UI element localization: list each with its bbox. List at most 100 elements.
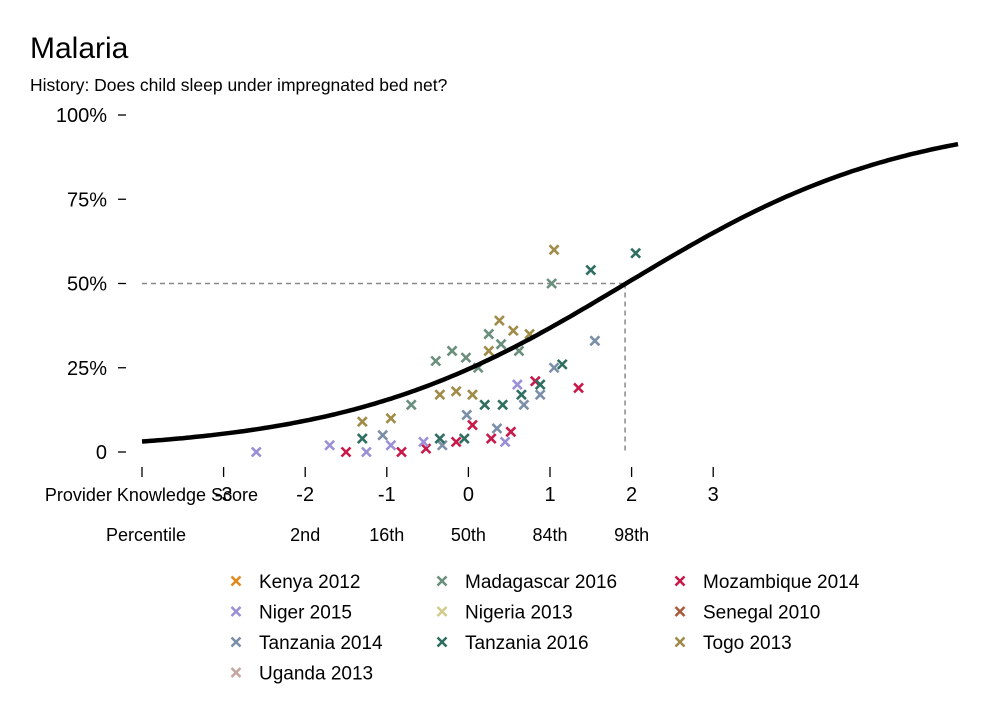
data-point [434, 389, 446, 401]
data-point [377, 429, 389, 441]
legend-marker [674, 606, 686, 617]
data-point [516, 389, 527, 401]
legend-item: Tanzania 2014 [230, 633, 383, 654]
data-point [436, 439, 448, 451]
data-point [511, 379, 523, 391]
legend-marker [674, 636, 686, 648]
data-point [418, 436, 429, 448]
chart-title: Malaria [30, 32, 129, 65]
data-point [385, 439, 397, 451]
chart-subtitle: History: Does child sleep under impregna… [30, 75, 448, 95]
data-point [630, 247, 642, 259]
y-tick-label: 0 [96, 442, 107, 464]
data-points [250, 244, 642, 458]
data-point [548, 244, 560, 256]
data-point [495, 338, 507, 350]
legend-item: Togo 2013 [674, 633, 792, 654]
legend-marker [230, 636, 242, 648]
legend-item: Senegal 2010 [674, 603, 820, 624]
legend-item: Tanzania 2016 [436, 633, 589, 654]
data-point [324, 439, 336, 451]
x-tick-label: 1 [544, 484, 555, 506]
percentile-tick-label: 16th [369, 525, 404, 545]
legend-label: Togo 2013 [703, 633, 792, 654]
data-point [250, 446, 262, 458]
legend: Kenya 2012 Madagascar 2016 Mozambique 2014… [230, 572, 860, 685]
data-point [507, 325, 519, 337]
data-point [356, 433, 368, 444]
percentile-label: Percentile [106, 525, 186, 545]
x-tick-label: -3 [215, 484, 233, 506]
data-point [483, 328, 495, 340]
data-point [385, 412, 397, 424]
percentile-tick-label: 50th [451, 525, 486, 545]
data-point [518, 399, 530, 411]
percentile-tick-label: 98th [614, 525, 649, 545]
data-point [467, 419, 478, 431]
y-axis: 0 25% 50% 75% 100% [56, 105, 126, 464]
data-point [405, 399, 417, 411]
legend-marker [230, 606, 242, 617]
legend-label: Tanzania 2014 [259, 633, 383, 654]
legend-marker [230, 575, 242, 587]
percentile-labels: 2nd 16th 50th 84th 98th [290, 525, 649, 545]
data-point [556, 358, 568, 370]
data-point [483, 345, 495, 357]
data-point [360, 446, 372, 458]
data-point [573, 382, 584, 394]
legend-marker [436, 606, 448, 617]
data-point [548, 362, 560, 374]
legend-label: Uganda 2013 [259, 664, 373, 685]
x-tick-label: 2 [626, 484, 637, 506]
data-point [461, 409, 473, 421]
legend-marker [230, 667, 242, 678]
legend-item: Niger 2015 [230, 603, 352, 624]
data-point [505, 426, 517, 438]
data-point [434, 433, 446, 444]
x-tick-label: 0 [463, 484, 474, 506]
legend-item: Uganda 2013 [230, 664, 373, 685]
data-point [585, 264, 597, 276]
data-point [534, 389, 546, 401]
data-point [420, 443, 432, 455]
data-point [485, 433, 497, 444]
data-point [479, 399, 491, 411]
x-axis: -3 -2 -1 0 1 2 3 [141, 467, 719, 506]
data-point [491, 422, 503, 434]
legend-label: Senegal 2010 [703, 603, 820, 624]
x-tick-label: 3 [708, 484, 719, 506]
data-point [340, 446, 352, 458]
legend-label: Nigeria 2013 [465, 603, 573, 624]
percentile-tick-label: 84th [532, 525, 567, 545]
legend-item: Mozambique 2014 [674, 572, 860, 593]
y-tick-label: 100% [56, 105, 107, 127]
legend-item: Madagascar 2016 [436, 572, 617, 593]
y-tick-label: 75% [67, 189, 107, 211]
data-point [450, 436, 462, 448]
reference-lines [142, 282, 626, 452]
data-point [467, 389, 478, 401]
legend-marker [674, 575, 686, 587]
legend-marker [436, 575, 448, 587]
data-point [446, 345, 458, 357]
x-tick-label: -2 [296, 484, 314, 506]
legend-label: Tanzania 2016 [465, 633, 589, 654]
legend-label: Madagascar 2016 [465, 572, 617, 593]
data-point [493, 315, 505, 326]
data-point [356, 416, 368, 428]
data-point [460, 352, 472, 364]
percentile-tick-label: 2nd [290, 525, 320, 545]
y-tick-label: 50% [67, 274, 107, 296]
data-point [430, 355, 442, 367]
x-tick-label: -1 [378, 484, 396, 506]
legend-item: Nigeria 2013 [436, 603, 573, 624]
data-point [499, 436, 511, 448]
data-point [458, 433, 470, 444]
legend-marker [436, 636, 448, 648]
data-point [534, 379, 546, 391]
y-tick-label: 25% [67, 358, 107, 380]
x-axis-label: Provider Knowledge Score [45, 485, 258, 505]
data-point [450, 385, 462, 397]
legend-label: Kenya 2012 [259, 572, 360, 593]
